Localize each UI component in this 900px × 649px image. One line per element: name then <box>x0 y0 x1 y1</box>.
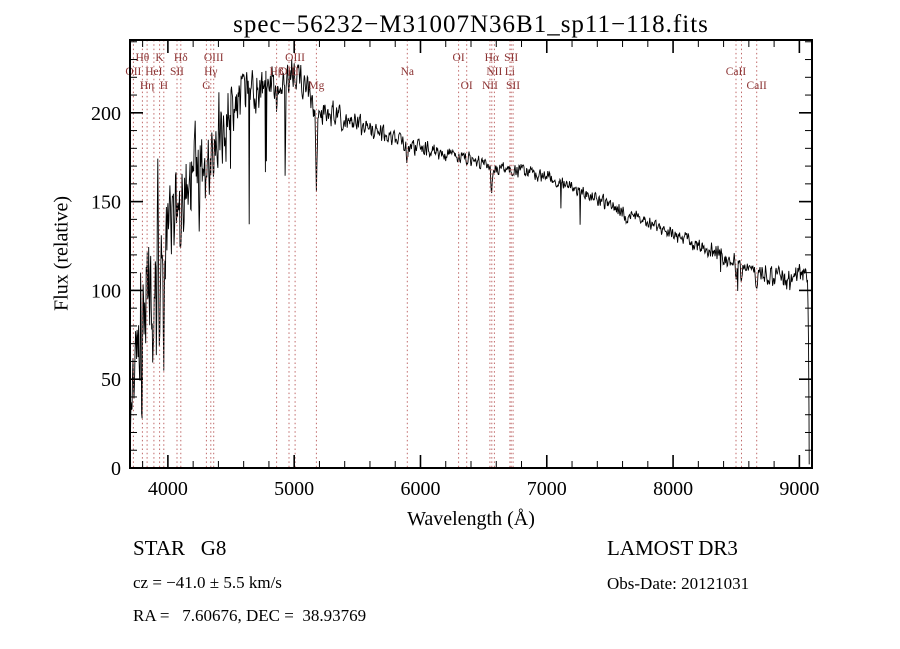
spectral-line-label: SII <box>506 80 520 92</box>
observation-date: Obs-Date: 20121031 <box>607 574 750 593</box>
spectral-line-label: K <box>155 52 164 64</box>
y-axis-title: Flux (relative) <box>50 196 73 311</box>
spectral-line-label: OIII <box>204 52 224 64</box>
spectral-line-label: Hα <box>485 52 499 64</box>
spectral-line-label: OIII <box>285 52 305 64</box>
spectral-line-label: Hβ <box>270 66 284 78</box>
spectral-line-label: Li <box>505 66 515 78</box>
spectral-line-label: NII <box>482 80 498 92</box>
x-tick-label: 8000 <box>653 478 693 500</box>
plot-title: spec−56232−M31007N36B1_sp11−118.fits <box>233 11 709 38</box>
spectral-line-label: SII <box>170 66 184 78</box>
spectral-line-label: Hη <box>140 80 154 92</box>
x-tick-label: 7000 <box>527 478 567 500</box>
spectral-line-label: G <box>202 80 210 92</box>
spectral-line-label: Hγ <box>204 66 217 78</box>
x-tick-label: 5000 <box>274 478 314 500</box>
spectral-line-label: Hδ <box>174 52 188 64</box>
plot-frame <box>129 39 813 469</box>
radial-velocity: cz = −41.0 ± 5.5 km/s <box>133 573 282 592</box>
spectral-line-label: NII <box>486 66 502 78</box>
object-classification: STAR G8 <box>133 536 227 560</box>
spectral-line-label: CaII <box>746 80 767 92</box>
survey-release: LAMOST DR3 <box>607 536 738 560</box>
spectral-line-label: OI <box>453 52 465 64</box>
spectral-line-label: Na <box>401 66 414 78</box>
x-tick-label: 4000 <box>148 478 188 500</box>
spectral-line-label: Mg <box>308 80 324 92</box>
spectral-line-label: H <box>160 80 168 92</box>
coordinates: RA = 7.60676, DEC = 38.93769 <box>133 606 367 625</box>
x-tick-label: 9000 <box>779 478 819 500</box>
spectral-line-label: HeI <box>145 66 162 78</box>
spectral-line-label: OIII <box>279 66 299 78</box>
spectral-line-label: OI <box>461 80 473 92</box>
x-axis-title: Wavelength (Å) <box>407 508 535 530</box>
x-tick-label: 6000 <box>400 478 440 500</box>
spectral-line-label: SII <box>504 52 518 64</box>
y-tick-label: 200 <box>91 103 121 125</box>
y-tick-label: 100 <box>91 280 121 302</box>
spectrum-trace <box>129 59 810 465</box>
spectral-line-label: OII <box>125 66 141 78</box>
y-tick-label: 150 <box>91 192 121 214</box>
spectral-line-label: CaII <box>726 66 747 78</box>
y-tick-label: 0 <box>111 458 121 480</box>
spectral-line-label: Hθ <box>135 52 149 64</box>
y-tick-label: 50 <box>101 369 121 391</box>
